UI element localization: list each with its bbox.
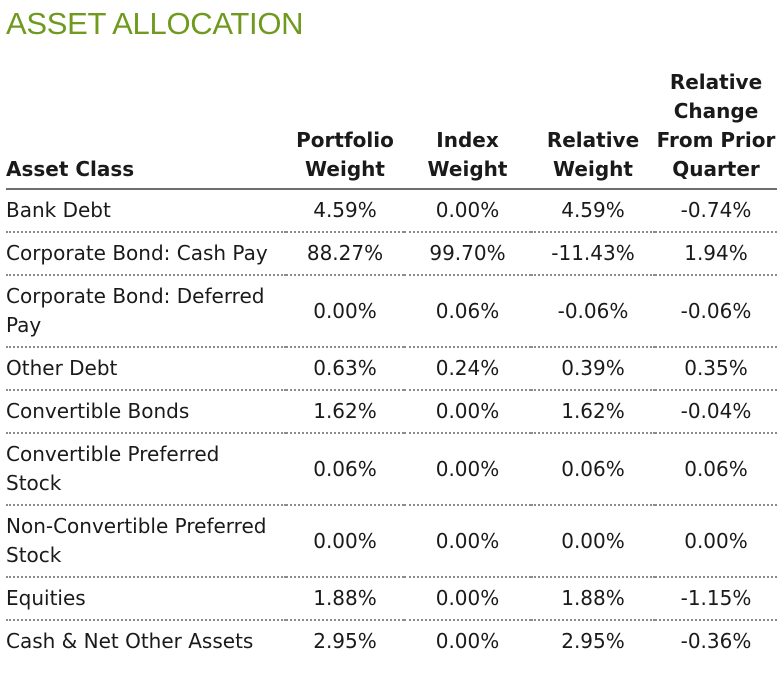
cell-asset-class: Corporate Bond: Cash Pay [6,232,286,276]
header-asset-class: Asset Class [6,62,286,190]
header-index-weight: Index Weight [404,62,531,190]
table-row: Cash & Net Other Assets 2.95% 0.00% 2.95… [6,620,777,662]
header-relative-change-text: Relative Change From Prior Quarter [656,70,776,181]
header-relative-change: Relative Change From Prior Quarter [655,62,777,190]
cell-asset-class: Corporate Bond: Deferred Pay [6,275,286,348]
table-header-row: Asset Class Portfolio Weight Index Weigh… [6,62,777,190]
cell-portfolio-weight: 0.63% [286,347,404,391]
cell-relative-weight: 0.00% [531,505,655,578]
cell-portfolio-weight: 0.00% [286,275,404,348]
cell-asset-class: Bank Debt [6,189,286,233]
cell-portfolio-weight: 4.59% [286,189,404,233]
header-relative-weight-text: Relative Weight [546,128,640,181]
cell-asset-class: Convertible Preferred Stock [6,433,286,506]
header-portfolio-weight-text: Portfolio Weight [296,128,394,181]
cell-relative-weight: 2.95% [561,629,625,653]
cell-index-weight: 0.24% [404,347,531,391]
cell-portfolio-weight: 2.95% [313,629,377,653]
cell-portfolio-weight: 88.27% [286,232,404,276]
header-portfolio-weight: Portfolio Weight [286,62,404,190]
cell-relative-weight: 1.62% [531,390,655,434]
cell-relative-weight: 4.59% [531,189,655,233]
cell-relative-change: -1.15% [655,577,777,621]
cell-index-weight: 0.00% [435,629,500,653]
cell-asset-class: Other Debt [6,347,286,391]
header-relative-weight: Relative Weight [531,62,655,190]
cell-index-weight: 99.70% [404,232,531,276]
cell-index-weight: 0.00% [404,390,531,434]
cell-relative-change: 0.00% [655,505,777,578]
asset-allocation-table: Asset Class Portfolio Weight Index Weigh… [6,62,777,662]
table-row: Convertible Bonds 1.62% 0.00% 1.62% -0.0… [6,390,777,434]
cell-portfolio-weight: 0.00% [286,505,404,578]
cell-relative-weight: 0.06% [531,433,655,506]
cell-relative-change: -0.06% [655,275,777,348]
cell-relative-weight: 1.88% [531,577,655,621]
cell-relative-weight: 0.39% [531,347,655,391]
cell-index-weight: 0.00% [404,577,531,621]
table-row: Corporate Bond: Cash Pay 88.27% 99.70% -… [6,232,777,276]
cell-portfolio-weight: 1.88% [286,577,404,621]
cell-relative-change: 1.94% [655,232,777,276]
cell-asset-class: Equities [6,577,286,621]
page-title: ASSET ALLOCATION [6,6,304,41]
cell-index-weight: 0.00% [404,433,531,506]
cell-relative-change: 0.06% [655,433,777,506]
cell-relative-change: -0.36% [680,629,752,653]
table-row: Bank Debt 4.59% 0.00% 4.59% -0.74% [6,189,777,233]
cell-portfolio-weight: 1.62% [286,390,404,434]
cell-index-weight: 0.06% [404,275,531,348]
table-row: Other Debt 0.63% 0.24% 0.39% 0.35% [6,347,777,391]
table-row: Convertible Preferred Stock 0.06% 0.00% … [6,433,777,506]
cell-asset-class: Non-Convertible Preferred Stock [6,505,286,578]
cell-relative-weight: -11.43% [531,232,655,276]
cell-asset-class: Convertible Bonds [6,390,286,434]
table-row: Non-Convertible Preferred Stock 0.00% 0.… [6,505,777,578]
cell-index-weight: 0.00% [404,505,531,578]
cell-relative-change: -0.74% [655,189,777,233]
cell-index-weight: 0.00% [404,189,531,233]
cell-portfolio-weight: 0.06% [286,433,404,506]
cell-asset-class: Cash & Net Other Assets [6,629,254,653]
table-row: Equities 1.88% 0.00% 1.88% -1.15% [6,577,777,621]
table-row: Corporate Bond: Deferred Pay 0.00% 0.06%… [6,275,777,348]
header-index-weight-text: Index Weight [427,128,508,181]
cell-relative-weight: -0.06% [531,275,655,348]
cell-relative-change: 0.35% [655,347,777,391]
cell-relative-change: -0.04% [655,390,777,434]
